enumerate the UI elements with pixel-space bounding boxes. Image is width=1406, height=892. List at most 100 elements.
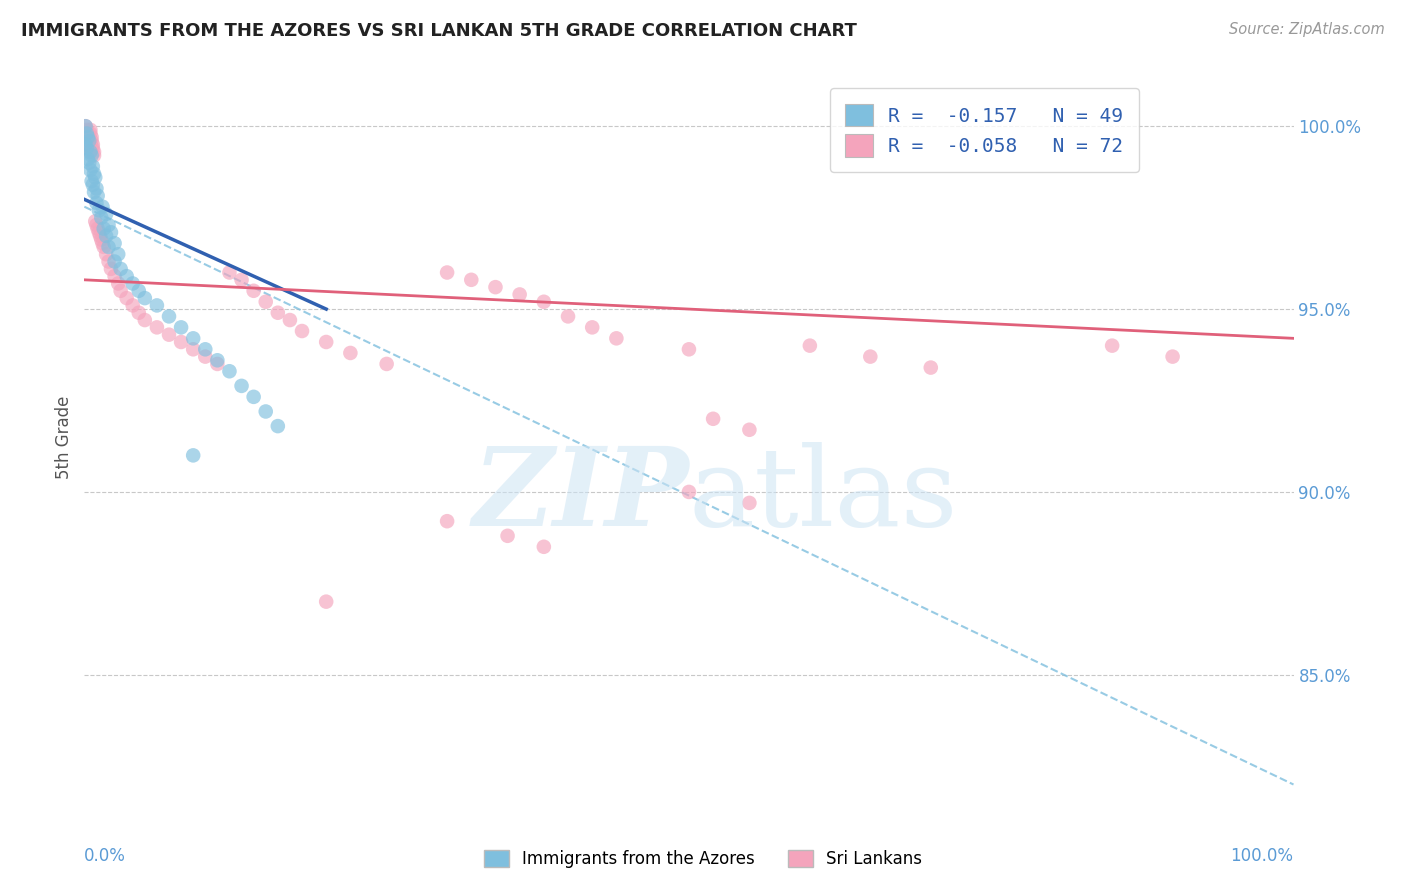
Point xyxy=(77,155,100,169)
Point xyxy=(291,324,314,338)
Point xyxy=(75,137,97,152)
Point xyxy=(107,247,129,261)
Point xyxy=(76,141,98,155)
Point xyxy=(1161,350,1184,364)
Text: atlas: atlas xyxy=(689,442,959,549)
Point xyxy=(267,419,290,434)
Point xyxy=(738,496,761,510)
Point xyxy=(315,334,337,349)
Text: 0.0%: 0.0% xyxy=(84,847,127,864)
Text: Source: ZipAtlas.com: Source: ZipAtlas.com xyxy=(1229,22,1385,37)
Point xyxy=(436,265,458,279)
Point xyxy=(436,514,458,528)
Point xyxy=(94,247,117,261)
Y-axis label: 5th Grade: 5th Grade xyxy=(55,395,73,479)
Point xyxy=(75,130,97,145)
Point xyxy=(87,225,110,239)
Text: ZIP: ZIP xyxy=(472,442,689,549)
Point xyxy=(134,291,156,305)
Point xyxy=(80,174,103,188)
Point xyxy=(100,261,122,276)
Point xyxy=(315,594,337,608)
Point xyxy=(82,178,104,192)
Point xyxy=(76,127,98,141)
Point xyxy=(799,339,821,353)
Point xyxy=(207,357,229,371)
Point xyxy=(678,484,700,499)
Point xyxy=(242,284,264,298)
Text: 100.0%: 100.0% xyxy=(1230,847,1294,864)
Point xyxy=(94,207,117,221)
Point xyxy=(254,294,277,309)
Point xyxy=(76,123,98,137)
Point xyxy=(86,181,108,195)
Point xyxy=(157,310,180,324)
Point xyxy=(484,280,506,294)
Point xyxy=(86,221,108,235)
Point xyxy=(533,294,555,309)
Point xyxy=(79,127,101,141)
Point xyxy=(83,148,105,162)
Point xyxy=(207,353,229,368)
Point xyxy=(84,214,107,228)
Point xyxy=(533,540,555,554)
Point xyxy=(83,145,105,159)
Legend: R =  -0.157   N = 49, R =  -0.058   N = 72: R = -0.157 N = 49, R = -0.058 N = 72 xyxy=(830,88,1139,172)
Point xyxy=(93,240,115,254)
Point xyxy=(128,284,150,298)
Point xyxy=(104,254,127,268)
Point xyxy=(146,320,169,334)
Point xyxy=(254,404,277,418)
Point xyxy=(79,123,101,137)
Point xyxy=(97,218,120,232)
Point xyxy=(920,360,942,375)
Point xyxy=(76,137,98,152)
Point xyxy=(278,313,301,327)
Point xyxy=(104,269,127,284)
Point xyxy=(91,236,114,251)
Point xyxy=(110,261,132,276)
Point xyxy=(218,364,240,378)
Point xyxy=(170,320,193,334)
Point xyxy=(82,141,104,155)
Point xyxy=(86,196,108,211)
Point xyxy=(218,265,240,279)
Point xyxy=(77,152,100,166)
Point xyxy=(115,291,138,305)
Point xyxy=(77,127,100,141)
Point xyxy=(86,218,108,232)
Point xyxy=(77,141,100,155)
Point xyxy=(79,163,101,178)
Point xyxy=(110,284,132,298)
Point xyxy=(509,287,531,301)
Point xyxy=(97,254,120,268)
Point xyxy=(1101,339,1123,353)
Point xyxy=(339,346,361,360)
Point xyxy=(79,145,101,159)
Point xyxy=(77,134,100,148)
Point xyxy=(90,211,112,225)
Point xyxy=(77,145,100,159)
Point xyxy=(678,343,700,357)
Point xyxy=(194,350,217,364)
Point xyxy=(107,277,129,291)
Point xyxy=(581,320,603,334)
Point xyxy=(104,236,127,251)
Point xyxy=(75,119,97,133)
Point xyxy=(460,273,482,287)
Point xyxy=(82,160,104,174)
Point xyxy=(84,170,107,185)
Point xyxy=(496,529,519,543)
Point xyxy=(702,411,724,425)
Point xyxy=(738,423,761,437)
Point xyxy=(181,448,204,462)
Point xyxy=(97,240,120,254)
Point xyxy=(77,134,100,148)
Point xyxy=(605,331,627,345)
Point xyxy=(80,130,103,145)
Point xyxy=(80,148,103,162)
Text: IMMIGRANTS FROM THE AZORES VS SRI LANKAN 5TH GRADE CORRELATION CHART: IMMIGRANTS FROM THE AZORES VS SRI LANKAN… xyxy=(21,22,858,40)
Point xyxy=(82,137,104,152)
Point xyxy=(75,119,97,133)
Point xyxy=(557,310,579,324)
